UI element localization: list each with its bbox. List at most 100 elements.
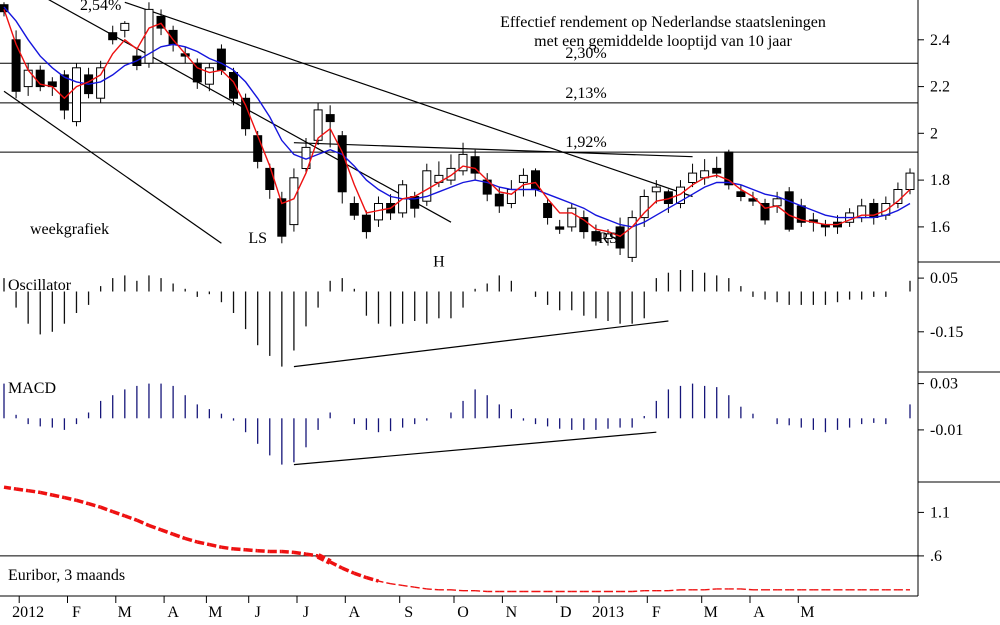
y-tick-label: -0.15: [930, 324, 963, 341]
candle-body: [204, 67, 214, 85]
level-label-2: 1,92%: [565, 134, 606, 151]
euribor-segment: [51, 493, 65, 500]
candle-body: [772, 198, 782, 207]
euribor-segment: [88, 502, 102, 509]
chart-title-line2: met een gemiddelde looptijd van 10 jaar: [534, 33, 792, 50]
euribor-segment: [233, 547, 246, 552]
candle-body: [277, 198, 287, 237]
candle-body: [567, 207, 577, 228]
euribor-segment: [221, 545, 234, 551]
x-tick-label: 2012: [12, 604, 44, 621]
y-tick-label: 1.8: [930, 172, 950, 189]
x-tick-label: J: [255, 604, 261, 621]
candle-body: [579, 217, 589, 233]
euribor-segment: [281, 549, 295, 555]
x-tick-label: S: [404, 604, 413, 621]
y-tick-label: 2.4: [930, 32, 950, 49]
candle-body: [543, 203, 553, 218]
candle-body: [760, 203, 770, 221]
y-tick-label: 0.05: [930, 270, 958, 287]
euribor-segment: [245, 548, 258, 553]
candle-body: [688, 172, 698, 184]
euribor-segment: [100, 505, 114, 514]
euribor-segment: [124, 514, 138, 522]
euribor-segment: [148, 523, 162, 532]
candle-body: [253, 135, 263, 162]
euribor-segment: [740, 588, 754, 591]
euribor-segment: [632, 590, 645, 593]
x-tick-label: M: [208, 604, 222, 621]
euribor-segment: [184, 536, 198, 544]
level-label-0: 2,30%: [565, 45, 606, 62]
x-tick-label: A: [753, 604, 765, 621]
candle-body: [555, 226, 565, 230]
candle-body: [216, 48, 226, 71]
x-tick-label: F: [652, 604, 661, 621]
candle-body: [265, 167, 275, 190]
euribor-segment: [450, 589, 464, 592]
euribor-segment: [172, 532, 186, 541]
candle-body: [724, 151, 734, 186]
candle-body: [35, 69, 45, 88]
candle-body: [905, 172, 915, 191]
slow-ma-line: [3, 6, 911, 228]
y-tick-label: 0.03: [930, 376, 958, 393]
candle-body: [156, 15, 166, 29]
euribor-segment: [475, 590, 488, 593]
euribor-segment: [136, 518, 150, 528]
y-tick-label: 1.1: [930, 504, 950, 521]
euribor-panel: [0, 485, 918, 593]
x-tick-label: A: [167, 604, 179, 621]
candle-body: [108, 32, 118, 41]
candle-body: [325, 114, 335, 123]
euribor-segment: [257, 548, 270, 554]
euribor-segment: [668, 589, 681, 592]
macd-panel-label: MACD: [8, 380, 56, 397]
macd-panel: [3, 383, 911, 466]
oscillator-panel-label: Oscillator: [8, 277, 72, 294]
euribor-segment: [3, 485, 17, 491]
candle-body: [0, 4, 9, 13]
candle-body: [603, 233, 613, 240]
candle-body: [229, 72, 238, 99]
candle-body: [59, 74, 69, 111]
y-tick-label: 2.2: [930, 79, 950, 96]
euribor-segment: [76, 498, 90, 506]
candle-body: [192, 62, 202, 83]
euribor-segment: [316, 553, 332, 565]
euribor-segment: [305, 552, 319, 558]
chart-title-line1: Effectief rendement op Nederlandse staat…: [500, 14, 826, 31]
annotation-h: H: [433, 253, 445, 270]
euribor-segment: [365, 575, 379, 583]
candle-body: [349, 203, 359, 216]
x-tick-label: M: [800, 604, 814, 621]
trendline-3: [293, 142, 693, 158]
euribor-segment: [329, 560, 343, 570]
x-tick-label: M: [704, 604, 718, 621]
euribor-segment: [64, 495, 77, 503]
candle-body: [72, 67, 81, 123]
candle-body: [422, 170, 432, 202]
y-tick-label: 1.6: [930, 219, 950, 236]
y-tick-label: -0.01: [930, 422, 963, 439]
x-tick-label: N: [506, 604, 518, 621]
level-label-1: 2,13%: [565, 85, 606, 102]
x-tick-label: M: [118, 604, 132, 621]
macd-trendline: [293, 431, 657, 466]
trendline-2: [124, 1, 693, 198]
candle-body: [470, 156, 480, 174]
euribor-segment: [209, 542, 222, 549]
candle-body: [736, 191, 746, 198]
candle-body: [313, 109, 323, 141]
trendline-0: [3, 90, 222, 244]
trendline-1: [48, 0, 452, 223]
x-tick-label: O: [457, 604, 469, 621]
candle-body: [494, 193, 504, 207]
euribor-panel-label: Euribor, 3 maands: [8, 567, 125, 584]
x-tick-label: J: [303, 604, 309, 621]
euribor-segment: [704, 588, 717, 591]
euribor-segment: [160, 528, 174, 536]
euribor-segment: [390, 583, 403, 587]
